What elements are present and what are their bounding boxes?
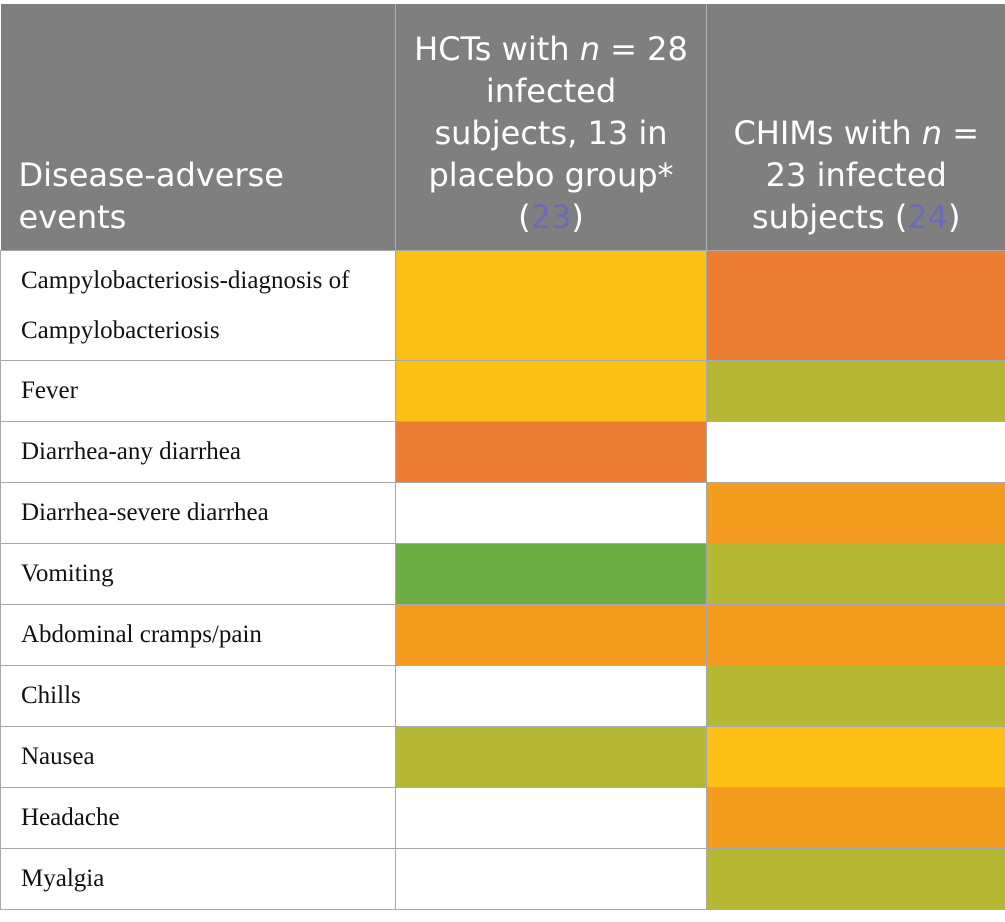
- event-label: Nausea: [0, 726, 396, 788]
- event-label: Myalgia: [0, 848, 396, 910]
- table-row: Myalgia: [0, 848, 1005, 910]
- heat-cell: [395, 421, 707, 483]
- heat-cell: [395, 482, 707, 544]
- table-row: Abdominal cramps/pain: [0, 604, 1005, 666]
- header-text: = 28 infected subjects, 13 in placebo gr…: [428, 30, 688, 236]
- header-text: ): [948, 198, 961, 236]
- header-text: Disease-adverse events: [18, 156, 284, 236]
- heat-cell: [395, 543, 707, 605]
- heat-cell: [706, 360, 1005, 422]
- table-row: Diarrhea-any diarrhea: [0, 421, 1005, 483]
- event-label: Chills: [0, 665, 396, 727]
- page: Disease-adverse events HCTs with n = 28 …: [0, 4, 1005, 922]
- heat-cell: [706, 604, 1005, 666]
- table-row: Diarrhea-severe diarrhea: [0, 482, 1005, 544]
- adverse-events-table: Disease-adverse events HCTs with n = 28 …: [0, 4, 1005, 910]
- header-italic: n: [921, 114, 943, 152]
- header-text: CHIMs with: [733, 114, 922, 152]
- heat-cell: [706, 665, 1005, 727]
- table-row: Vomiting: [0, 543, 1005, 605]
- header-cell: Disease-adverse events: [0, 4, 396, 251]
- table-body: Campylobacteriosis-diagnosis of Campylob…: [0, 250, 1005, 910]
- reference-link[interactable]: 23: [530, 198, 572, 236]
- heat-cell: [395, 665, 707, 727]
- heat-cell: [706, 482, 1005, 544]
- event-label: Diarrhea-severe diarrhea: [0, 482, 396, 544]
- table-row: Headache: [0, 787, 1005, 849]
- header-text: = 23 infected subjects (: [751, 114, 980, 236]
- heat-cell: [706, 543, 1005, 605]
- header-text: HCTs with: [414, 30, 580, 68]
- header-text: ): [571, 198, 584, 236]
- heat-cell: [706, 421, 1005, 483]
- table-row: Campylobacteriosis-diagnosis of Campylob…: [0, 250, 1005, 361]
- table-row: Fever: [0, 360, 1005, 422]
- table-row: Chills: [0, 665, 1005, 727]
- header-cell: CHIMs with n = 23 infected subjects (24): [706, 4, 1005, 251]
- event-label: Vomiting: [0, 543, 396, 605]
- heat-cell: [706, 726, 1005, 788]
- table-row: Nausea: [0, 726, 1005, 788]
- event-label: Diarrhea-any diarrhea: [0, 421, 396, 483]
- heat-cell: [395, 848, 707, 910]
- event-label: Campylobacteriosis-diagnosis of Campylob…: [0, 250, 396, 361]
- event-label: Abdominal cramps/pain: [0, 604, 396, 666]
- heat-cell: [706, 250, 1005, 361]
- header-italic: n: [579, 30, 600, 68]
- heat-cell: [395, 250, 707, 361]
- event-label: Headache: [0, 787, 396, 849]
- heat-cell: [706, 848, 1005, 910]
- heat-cell: [395, 360, 707, 422]
- heat-cell: [706, 787, 1005, 849]
- header-cell: HCTs with n = 28 infected subjects, 13 i…: [395, 4, 707, 251]
- heat-cell: [395, 604, 707, 666]
- heat-cell: [395, 787, 707, 849]
- header-row: Disease-adverse events HCTs with n = 28 …: [0, 4, 1005, 251]
- heat-cell: [395, 726, 707, 788]
- reference-link[interactable]: 24: [907, 198, 949, 236]
- event-label: Fever: [0, 360, 396, 422]
